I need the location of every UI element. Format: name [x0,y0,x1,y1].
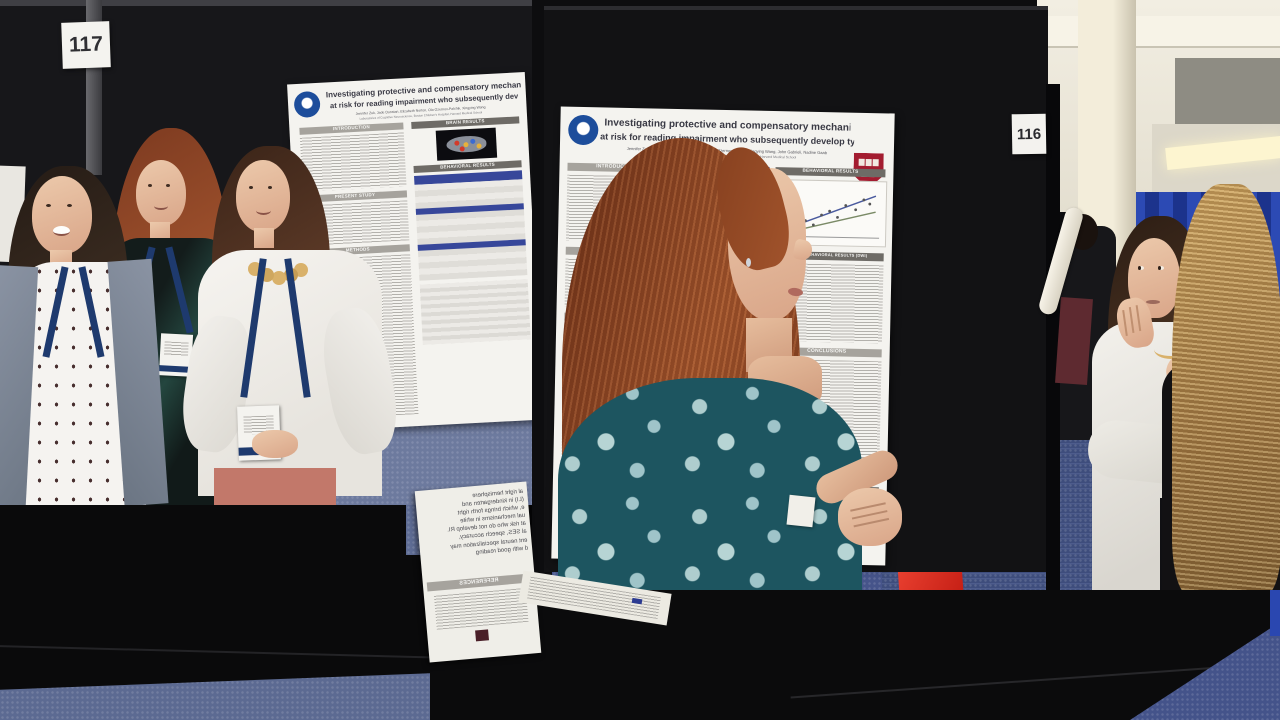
ceiling-beam [1037,16,1280,48]
chatting-woman-pupil [1138,266,1141,270]
woman-red-hair-face [136,160,186,226]
woman-polka-eye [46,204,51,207]
presenter-teal-dress [558,378,862,600]
blonde-hair-strands [1172,184,1280,594]
bottom-right-dark-band [430,590,1280,720]
woman-white-top-smile [256,206,271,215]
board-edge-pole [1046,84,1060,600]
right-photo-frame: 116 Investigating protective and compens… [532,0,1280,600]
clasped-hands [252,430,298,458]
woman-red-hair-neck [150,222,170,242]
mirrored-text-block: al right hemisphere (LI) in kindergarten… [419,488,529,573]
blonde-woman-hair [1172,184,1280,594]
woman-white-top-eye [249,186,253,189]
left-photo-frame: 117 Investigating protective and compens… [0,0,532,505]
presenter-red-hair [532,0,1280,600]
woman-polka-blouse [0,0,532,505]
bottom-left-dark-block [0,505,430,720]
board-top-rail [0,0,532,6]
ceiling-dark-panel [1175,58,1280,124]
mirrored-footer-logo [475,629,489,642]
presenter-clasped-hands [838,488,902,546]
woman-white-top-face [236,160,290,232]
presenter-earring [746,258,751,267]
chatting-woman-eye [1138,266,1144,270]
woman-polka-face [32,176,92,254]
woman-polka-smile [53,226,70,236]
rose-pants [214,468,336,505]
woman-red-hair-smile [154,202,168,210]
woman-red-hair-eye [148,184,152,187]
blonde-woman-back [532,0,1280,600]
chatting-woman-mouth [1146,300,1160,304]
carpet-sliver-bottom-left [0,673,430,720]
woman-white-top-neck [254,228,274,248]
woman-white-top [0,0,532,505]
dark-block-edge-line [0,644,430,660]
mirrored-references-lines [433,587,529,630]
blue-curtain-sliver [1270,590,1280,636]
